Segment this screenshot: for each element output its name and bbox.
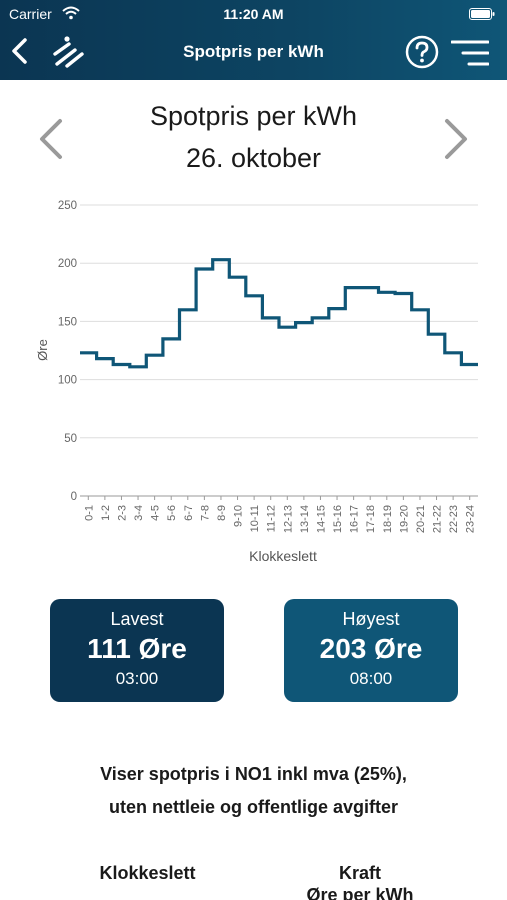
x-tick-label: 13-14 [299, 505, 311, 533]
x-tick-label: 2-3 [116, 505, 128, 521]
battery-icon [469, 8, 495, 20]
wifi-icon [62, 6, 80, 20]
y-axis-label: Øre [35, 339, 50, 361]
chevron-left-icon[interactable] [36, 118, 66, 160]
help-icon[interactable] [405, 35, 439, 69]
x-tick-label: 5-6 [166, 505, 178, 521]
app-header: Carrier 11:20 AM Spotpris per kWh [0, 0, 507, 80]
table-header-power: Kraft Øre per kWh [290, 862, 430, 900]
x-tick-label: 12-13 [282, 505, 294, 533]
x-tick-label: 15-16 [332, 505, 344, 533]
x-tick-label: 23-24 [465, 505, 477, 533]
x-tick-label: 11-12 [266, 505, 278, 532]
x-tick-label: 22-23 [448, 505, 460, 533]
carrier-label: Carrier [9, 6, 52, 22]
y-tick-label: 250 [58, 200, 77, 212]
x-tick-label: 16-17 [349, 505, 361, 533]
x-tick-label: 7-8 [199, 505, 211, 521]
status-bar: Carrier 11:20 AM [0, 0, 507, 28]
chart-grid [80, 204, 478, 497]
x-tick-label: 10-11 [249, 505, 261, 532]
price-series-line [80, 258, 478, 369]
highest-price-card: Høyest 203 Øre 08:00 [284, 599, 458, 702]
x-tick-label: 20-21 [415, 505, 427, 533]
x-tick-label: 21-22 [432, 505, 444, 533]
x-tick-label: 3-4 [133, 505, 145, 521]
x-tick-label: 8-9 [216, 505, 228, 521]
menu-icon[interactable] [451, 39, 489, 67]
x-tick-label: 19-20 [398, 505, 410, 533]
info-text-line-1: Viser spotpris i NO1 inkl mva (25%), [100, 764, 407, 784]
y-tick-label: 150 [58, 316, 77, 328]
x-tick-label: 18-19 [382, 505, 394, 533]
table-header-power-unit: Øre per kWh [306, 885, 414, 900]
page-date: 26. oktober [185, 143, 322, 173]
logo-icon [53, 36, 84, 68]
highest-value: 203 Øre [319, 633, 423, 664]
page-title: Spotpris per kWh [149, 101, 358, 131]
header-title: Spotpris per kWh [183, 42, 324, 61]
highest-time: 08:00 [349, 669, 393, 688]
y-tick-label: 100 [58, 375, 77, 387]
back-icon[interactable] [8, 36, 32, 66]
lowest-value: 111 Øre [87, 633, 187, 664]
y-tick-label: 50 [64, 433, 77, 445]
x-axis-label: Klokkeslett [249, 548, 317, 564]
x-tick-label: 17-18 [365, 505, 377, 533]
info-text-line-2: uten nettleie og offentlige avgifter [108, 797, 399, 817]
y-tick-label: 200 [58, 258, 77, 270]
x-tick-label: 4-5 [150, 505, 162, 521]
clock: 11:20 AM [223, 6, 284, 22]
x-tick-label: 0-1 [83, 505, 95, 521]
lowest-time: 03:00 [115, 669, 159, 688]
x-tick-label: 6-7 [183, 505, 195, 521]
x-tick-label: 1-2 [100, 505, 112, 521]
table-header-power-title: Kraft [338, 863, 381, 883]
x-axis-ticks: 0-1 1-2 2-3 3-4 4-5 5-6 6-7 7-8 8-9 9-10 10-11 11-1… [83, 496, 477, 533]
lowest-label: Lavest [110, 609, 164, 629]
table-header-time: Klokkeslett [99, 863, 196, 883]
x-tick-label: 9-10 [233, 505, 245, 527]
lowest-price-card: Lavest 111 Øre 03:00 [50, 599, 224, 702]
y-axis-ticks: 0 50 100 150 200 250 [58, 200, 77, 503]
chevron-right-icon[interactable] [441, 118, 471, 160]
highest-label: Høyest [342, 609, 400, 629]
x-tick-label: 14-15 [315, 505, 327, 533]
spot-price-chart: 0 50 100 150 200 250 0-1 1-2 2-3 3-4 4-5 5-6 6-7 7-8… [35, 200, 478, 564]
y-tick-label: 0 [71, 491, 77, 503]
